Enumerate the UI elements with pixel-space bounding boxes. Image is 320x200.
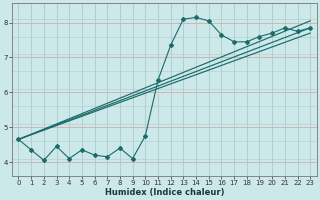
- X-axis label: Humidex (Indice chaleur): Humidex (Indice chaleur): [105, 188, 224, 197]
